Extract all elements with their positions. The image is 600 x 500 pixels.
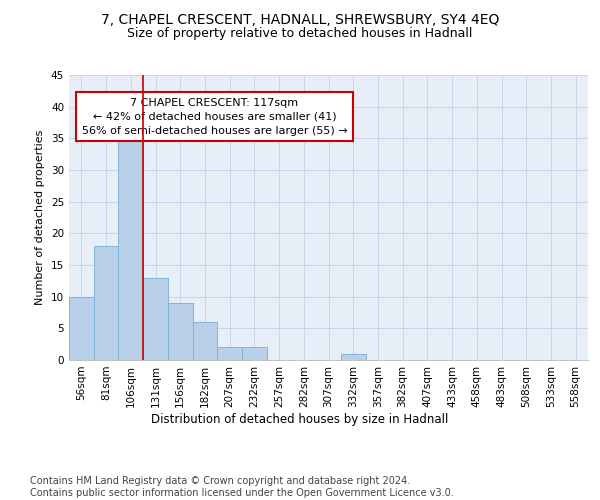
Bar [242, 348, 267, 360]
Bar [193, 322, 217, 360]
Bar [69, 296, 94, 360]
Text: 7 CHAPEL CRESCENT: 117sqm
← 42% of detached houses are smaller (41)
56% of semi-: 7 CHAPEL CRESCENT: 117sqm ← 42% of detac… [82, 98, 347, 136]
Bar [217, 348, 242, 360]
Text: 7, CHAPEL CRESCENT, HADNALL, SHREWSBURY, SY4 4EQ: 7, CHAPEL CRESCENT, HADNALL, SHREWSBURY,… [101, 12, 499, 26]
Text: Size of property relative to detached houses in Hadnall: Size of property relative to detached ho… [127, 28, 473, 40]
Bar [94, 246, 118, 360]
Bar [143, 278, 168, 360]
Bar [168, 303, 193, 360]
Y-axis label: Number of detached properties: Number of detached properties [35, 130, 46, 305]
Bar [341, 354, 365, 360]
Text: Contains HM Land Registry data © Crown copyright and database right 2024.
Contai: Contains HM Land Registry data © Crown c… [30, 476, 454, 498]
Text: Distribution of detached houses by size in Hadnall: Distribution of detached houses by size … [151, 412, 449, 426]
Bar [118, 126, 143, 360]
